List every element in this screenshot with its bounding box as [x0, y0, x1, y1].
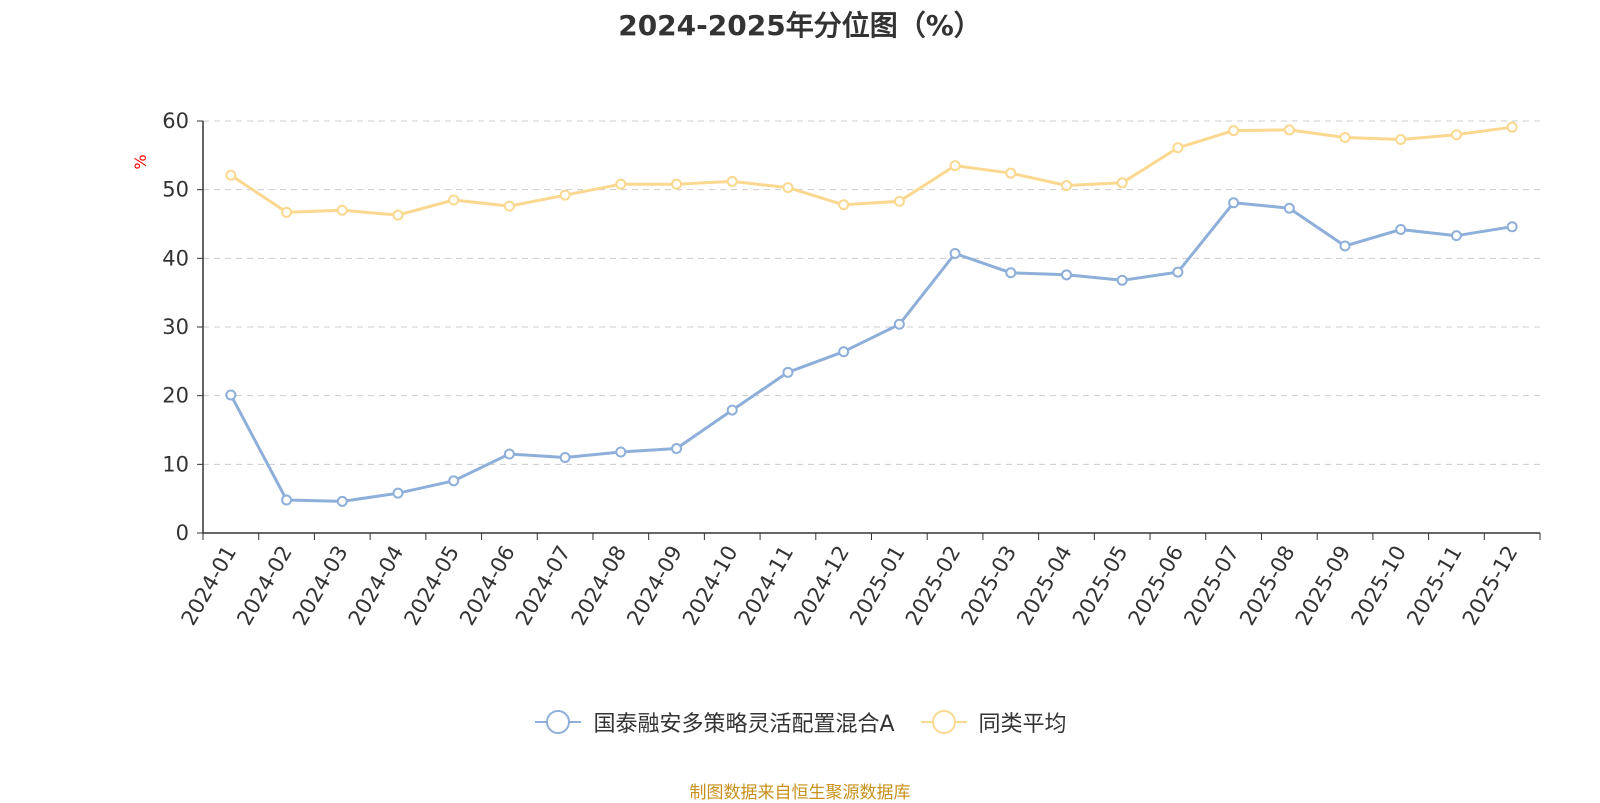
data-point-1[interactable]: [1506, 121, 1518, 133]
y-tick-label: 60: [162, 109, 189, 133]
x-tick-label: 2025-07: [1179, 542, 1244, 630]
data-point-0[interactable]: [336, 495, 348, 507]
data-point-1[interactable]: [1283, 124, 1295, 136]
x-tick-label: 2024-02: [232, 542, 297, 630]
data-point-0[interactable]: [1339, 240, 1351, 252]
data-point-0[interactable]: [1060, 269, 1072, 281]
data-point-0[interactable]: [1228, 197, 1240, 209]
data-point-1[interactable]: [838, 199, 850, 211]
y-tick-label: 30: [162, 315, 189, 339]
data-point-1[interactable]: [949, 160, 961, 172]
data-point-0[interactable]: [1283, 202, 1295, 214]
data-point-1[interactable]: [671, 178, 683, 190]
data-point-0[interactable]: [1172, 266, 1184, 278]
data-point-1[interactable]: [1172, 142, 1184, 154]
data-point-0[interactable]: [392, 487, 404, 499]
data-point-0[interactable]: [615, 446, 627, 458]
legend-label-average: 同类平均: [978, 712, 1067, 737]
x-tick-label: 2025-03: [956, 542, 1021, 630]
x-tick-label: 2025-02: [901, 542, 966, 630]
y-tick-label: 0: [176, 521, 189, 545]
x-tick-label: 2024-08: [566, 542, 631, 630]
x-tick-label: 2024-06: [455, 542, 520, 630]
legend-item-fund[interactable]: 国泰融安多策略灵活配置混合A: [533, 706, 895, 738]
x-tick-label: 2024-12: [789, 542, 854, 630]
legend-swatch-fund-icon: [535, 710, 582, 734]
legend: 国泰融安多策略灵活配置混合A 同类平均: [0, 700, 1600, 744]
data-point-0[interactable]: [838, 346, 850, 358]
data-point-1[interactable]: [1060, 180, 1072, 192]
source-note: 制图数据来自恒生聚源数据库: [689, 783, 911, 803]
x-tick-label: 2024-05: [399, 542, 464, 630]
chart-title: 2024-2025年分位图（%）: [618, 9, 982, 42]
x-tick-label: 2025-12: [1458, 542, 1523, 630]
data-point-1[interactable]: [1228, 125, 1240, 137]
x-tick-labels: 2024-012024-022024-032024-042024-052024-…: [177, 542, 1523, 630]
x-tick-label: 2024-04: [344, 542, 409, 630]
data-point-1[interactable]: [1005, 167, 1017, 179]
y-tick-label: 20: [162, 384, 189, 408]
y-tick-label: 50: [162, 178, 189, 202]
y-tick-labels: 0 10 20 30 40 50 60: [162, 109, 189, 545]
x-tick-label: 2024-10: [678, 542, 743, 630]
data-point-1[interactable]: [726, 175, 738, 187]
data-point-1[interactable]: [448, 194, 460, 206]
y-tick-label: 40: [162, 246, 189, 270]
data-point-1[interactable]: [1450, 129, 1462, 141]
data-point-0[interactable]: [503, 448, 515, 460]
data-point-1[interactable]: [615, 178, 627, 190]
series-line-0: [229, 201, 1513, 503]
data-point-1[interactable]: [559, 189, 571, 201]
x-tick-label: 2024-07: [511, 542, 576, 630]
legend-item-average[interactable]: 同类平均: [919, 706, 1067, 738]
x-tick-label: 2025-01: [845, 542, 910, 630]
x-tick-label: 2024-03: [288, 542, 353, 630]
data-point-0[interactable]: [671, 443, 683, 455]
data-point-1[interactable]: [281, 206, 293, 218]
data-point-0[interactable]: [1506, 221, 1518, 233]
grid-lines: [203, 120, 1540, 465]
data-point-1[interactable]: [782, 182, 794, 194]
data-point-0[interactable]: [281, 494, 293, 506]
data-point-1[interactable]: [1116, 177, 1128, 189]
data-point-1[interactable]: [1395, 134, 1407, 146]
data-point-0[interactable]: [448, 475, 460, 487]
x-tick-label: 2024-09: [622, 542, 687, 630]
data-point-0[interactable]: [1450, 230, 1462, 242]
data-point-0[interactable]: [726, 404, 738, 416]
x-tick-label: 2025-11: [1402, 542, 1467, 630]
data-point-1[interactable]: [392, 209, 404, 221]
data-point-1[interactable]: [503, 200, 515, 212]
legend-swatch-average-icon: [920, 710, 967, 734]
x-tick-label: 2024-11: [734, 542, 799, 630]
data-point-0[interactable]: [1116, 274, 1128, 286]
y-tick-label: 10: [162, 452, 189, 476]
x-tick-label: 2025-10: [1346, 542, 1411, 630]
x-tick-label: 2025-04: [1012, 542, 1077, 630]
series-group: [225, 121, 1518, 507]
data-point-0[interactable]: [559, 451, 571, 463]
x-tick-label: 2025-08: [1235, 542, 1300, 630]
x-tick-label: 2025-06: [1124, 542, 1189, 630]
y-axis-label: %: [131, 154, 150, 169]
data-point-1[interactable]: [1339, 131, 1351, 143]
data-point-0[interactable]: [893, 318, 905, 330]
data-point-0[interactable]: [949, 248, 961, 260]
axes: [197, 120, 1541, 540]
legend-label-fund: 国泰融安多策略灵活配置混合A: [593, 712, 895, 737]
data-point-0[interactable]: [1395, 223, 1407, 235]
data-point-1[interactable]: [336, 204, 348, 216]
x-tick-label: 2025-05: [1068, 542, 1133, 630]
data-point-0[interactable]: [225, 389, 237, 401]
x-tick-label: 2025-09: [1291, 542, 1356, 630]
series-line-1: [230, 125, 1513, 217]
x-tick-label: 2024-01: [177, 542, 242, 630]
data-point-0[interactable]: [782, 366, 794, 378]
data-point-0[interactable]: [1005, 267, 1017, 279]
data-point-1[interactable]: [225, 169, 237, 181]
data-point-1[interactable]: [893, 195, 905, 207]
